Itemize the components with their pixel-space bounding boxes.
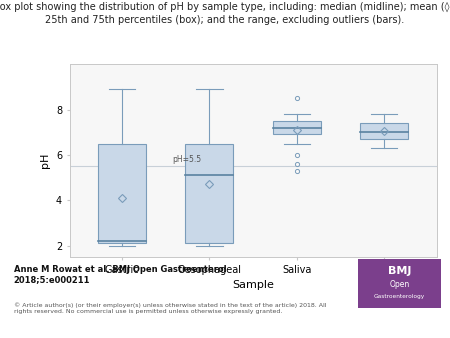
Text: Open: Open [389, 280, 410, 289]
Text: 2018;5:e000211: 2018;5:e000211 [14, 275, 90, 285]
Bar [98, 144, 146, 243]
Text: Gastroenterology: Gastroenterology [374, 294, 425, 299]
Bar [273, 121, 321, 135]
Bar [185, 144, 234, 243]
Text: BMJ: BMJ [388, 266, 411, 276]
Text: pH=5.5: pH=5.5 [172, 155, 202, 164]
Text: 25th and 75th percentiles (box); and the range, excluding outliers (bars).: 25th and 75th percentiles (box); and the… [45, 15, 405, 25]
Y-axis label: pH: pH [40, 153, 50, 168]
Text: Anne M Rowat et al. BMJ Open Gastroenterol: Anne M Rowat et al. BMJ Open Gastroenter… [14, 265, 226, 274]
Text: Box plot showing the distribution of pH by sample type, including: median (midli: Box plot showing the distribution of pH … [0, 2, 450, 12]
Text: © Article author(s) (or their employer(s) unless otherwise stated in the text of: © Article author(s) (or their employer(s… [14, 303, 326, 314]
Bar [360, 123, 408, 139]
X-axis label: Sample: Sample [232, 280, 274, 290]
